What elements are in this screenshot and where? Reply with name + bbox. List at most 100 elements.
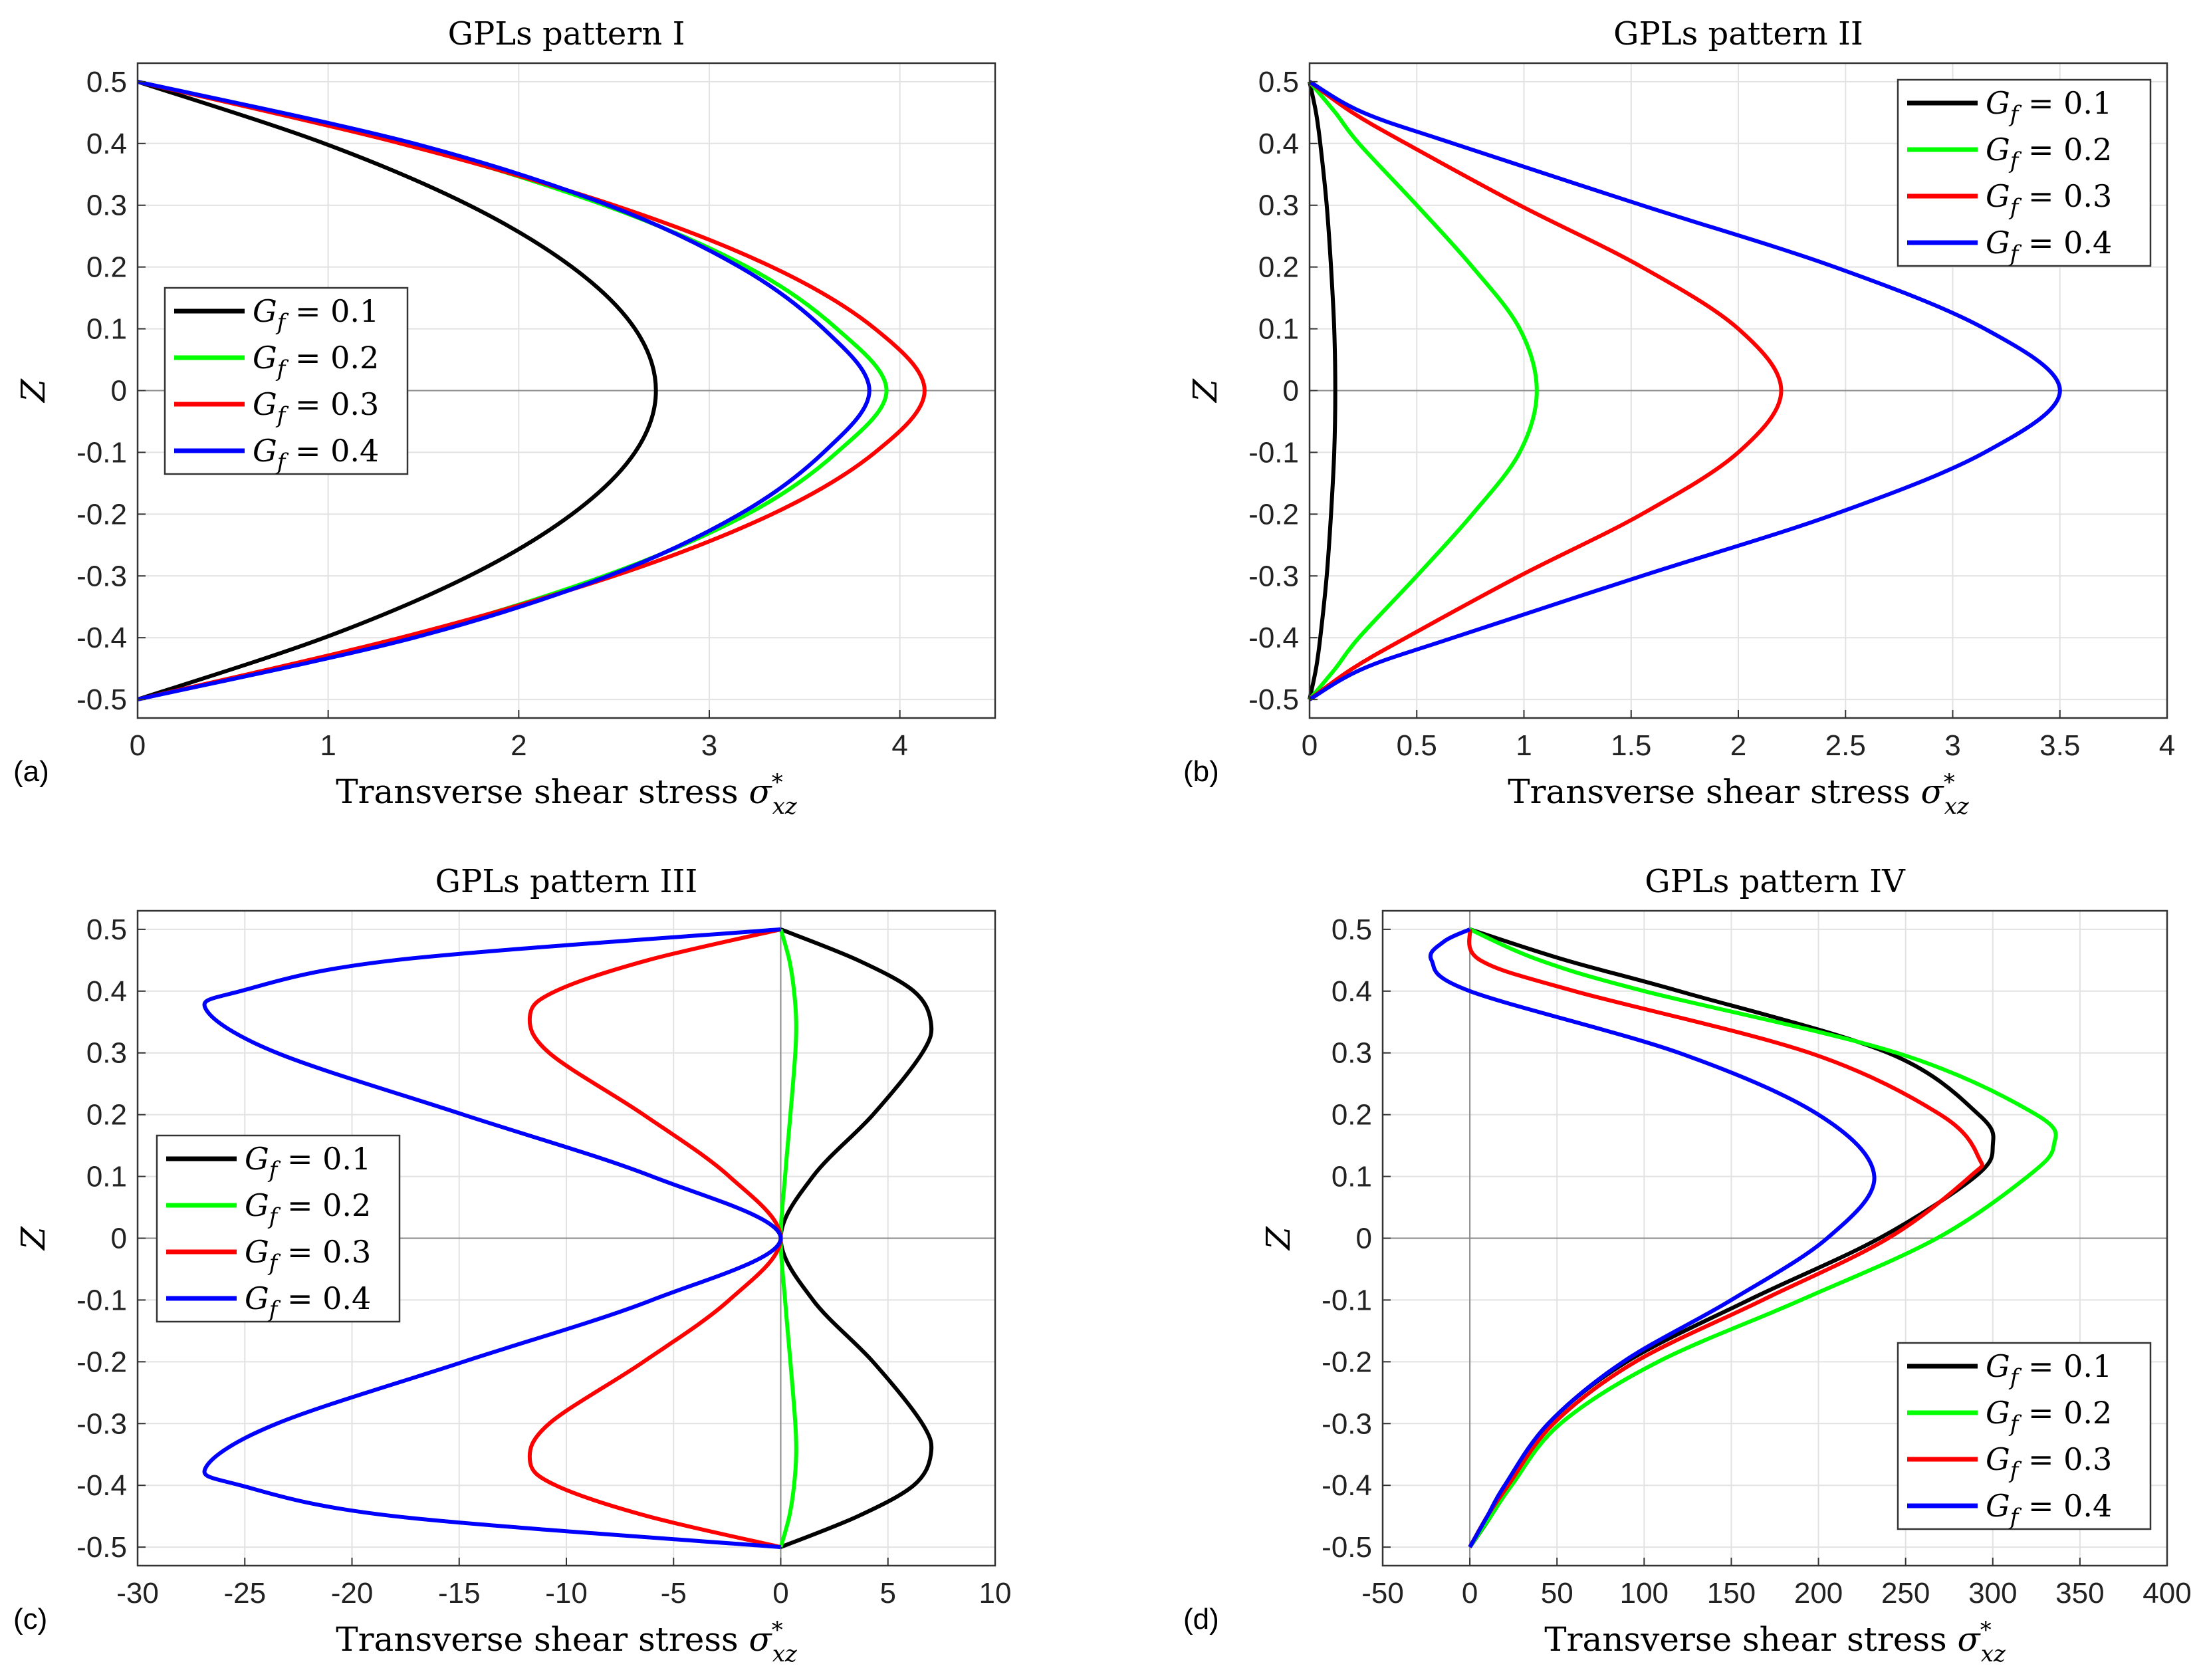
y-tick-label: 0.3 — [86, 1037, 127, 1070]
legend-box — [164, 287, 409, 475]
legend-entry-symbol: G — [1986, 225, 2010, 261]
y-tick-label: -0.5 — [76, 1531, 127, 1564]
panel-c: -30 -25 -20 -15 -10 -5 0 5 10 -0.5 -0.4 -0.3 -0.2 -0.… — [13, 863, 1011, 1667]
y-tick-label: 0.4 — [86, 128, 127, 160]
x-axis-label-symbol: σ — [1958, 1620, 1982, 1659]
legend-entry-3: Gf = 0.3 — [1986, 1441, 2112, 1484]
legend-entry-value: = 0.3 — [2018, 1441, 2112, 1477]
x-tick-label: 3 — [1944, 729, 1960, 762]
x-axis-label-sup: * — [772, 1617, 783, 1643]
panel-label: (d) — [1183, 1603, 1219, 1635]
y-tick-label: 0.3 — [86, 189, 127, 222]
x-tick-label: 3 — [701, 729, 717, 762]
chart-title: GPLs pattern II — [1613, 15, 1863, 53]
legend-entry-value: = 0.3 — [2018, 178, 2112, 214]
series-line-3 — [1308, 80, 1784, 701]
x-axis-label-sup: * — [1980, 1617, 1992, 1643]
y-tick-label: -0.2 — [76, 1346, 127, 1378]
legend-entry-4: Gf = 0.4 — [253, 433, 379, 475]
x-axis-label-text: Transverse shear stress — [336, 773, 749, 811]
y-tick-label: 0.2 — [1258, 251, 1299, 284]
series-line-3 — [1467, 928, 1984, 1548]
x-tick-label: -15 — [438, 1577, 481, 1610]
legend-entry-3: Gf = 0.3 — [245, 1234, 371, 1276]
y-tick-label: 0.3 — [1258, 189, 1299, 222]
y-tick-label: -0.5 — [1322, 1531, 1372, 1564]
legend-entry-symbol: G — [253, 433, 277, 469]
x-axis-label: Transverse shear stress σ* xz — [1544, 1617, 2006, 1667]
x-tick-label: 3.5 — [2039, 729, 2080, 762]
y-tick-label: 0.5 — [86, 66, 127, 98]
legend-entry-2: Gf = 0.2 — [1986, 132, 2112, 174]
y-tick-label: -0.4 — [1322, 1469, 1372, 1502]
legend-entry-symbol: G — [253, 340, 277, 376]
y-tick-label: 0.2 — [86, 251, 127, 284]
y-tick-label: 0 — [1283, 375, 1299, 408]
legend-entry-value: = 0.4 — [277, 1280, 371, 1316]
x-tick-label: 0.5 — [1397, 729, 1437, 762]
panel-b: 0 0.5 1 1.5 2 2.5 3 3.5 4 -0.5 -0.4 -0.3 -0.2 -0.1 0 0.… — [1183, 15, 2175, 820]
legend-entry-symbol: G — [1986, 85, 2010, 121]
y-tick-label: 0.1 — [1258, 313, 1299, 346]
x-axis-label-sup: * — [772, 769, 783, 796]
panel-d: -50 0 50 100 150 200 250 300 350 400 -0.5 -0.4 -0.3 -… — [1183, 863, 2192, 1667]
legend-entry-symbol: G — [1986, 132, 2010, 168]
legend-entry-symbol: G — [1986, 1395, 2010, 1431]
y-tick-label: -0.3 — [76, 1407, 127, 1440]
y-tick-label: -0.3 — [1322, 1407, 1372, 1440]
x-axis-label: Transverse shear stress σ* xz — [336, 769, 798, 820]
y-tick-label: -0.4 — [76, 622, 127, 654]
legend-entry-symbol: G — [1986, 1441, 2010, 1477]
x-tick-label: 1 — [320, 729, 336, 762]
legend-entry-value: = 0.2 — [285, 340, 379, 376]
legend-entry-value: = 0.1 — [277, 1141, 371, 1177]
x-tick-label: -10 — [545, 1577, 588, 1610]
x-tick-label: 100 — [1620, 1577, 1669, 1610]
panel-a: 0 1 2 3 4 -0.5 -0.4 -0.3 -0.2 -0.1 0 0.1 0.2 0.3 0.4 0.… — [13, 15, 996, 820]
y-tick-label: -0.3 — [76, 560, 127, 592]
x-tick-label: 250 — [1881, 1577, 1930, 1610]
y-tick-label: -0.1 — [76, 436, 127, 469]
series-line-1 — [137, 80, 658, 701]
x-tick-label: -25 — [223, 1577, 266, 1610]
legend: Gf = 0.1Gf = 0.2Gf = 0.3Gf = 0.4 — [164, 287, 409, 475]
x-tick-label: 350 — [2055, 1577, 2104, 1610]
x-axis-label-sub: xz — [772, 793, 798, 820]
x-tick-label: 4 — [2159, 729, 2175, 762]
legend-entry-value: = 0.1 — [285, 293, 379, 329]
series-line-4 — [1308, 80, 2062, 701]
x-tick-label: 0 — [772, 1577, 788, 1610]
x-axis-label-symbol: σ — [749, 773, 773, 811]
legend: Gf = 0.1Gf = 0.2Gf = 0.3Gf = 0.4 — [1897, 78, 2152, 267]
x-tick-label: 1.5 — [1611, 729, 1651, 762]
legend-entry-4: Gf = 0.4 — [245, 1280, 371, 1323]
x-axis-label-sub: xz — [772, 1641, 798, 1667]
y-tick-label: 0.1 — [86, 1161, 127, 1193]
x-tick-label: 300 — [1968, 1577, 2017, 1610]
y-axis-label: Z — [14, 1226, 53, 1251]
y-tick-label: 0 — [111, 375, 127, 408]
legend-entry-value: = 0.1 — [2018, 1348, 2112, 1384]
y-tick-label: -0.3 — [1248, 560, 1299, 592]
x-tick-label: -5 — [661, 1577, 687, 1610]
legend-entry-symbol: G — [1986, 1488, 2010, 1524]
series-line-3 — [137, 79, 927, 702]
x-axis-label-text: Transverse shear stress — [336, 1620, 749, 1659]
y-tick-label: 0.3 — [1331, 1037, 1372, 1070]
y-tick-label: 0.1 — [86, 313, 127, 346]
y-tick-label: -0.2 — [76, 498, 127, 531]
x-tick-label: 200 — [1794, 1577, 1843, 1610]
legend-entry-value: = 0.4 — [2018, 1488, 2112, 1524]
y-tick-label: -0.5 — [76, 683, 127, 716]
y-tick-label: -0.1 — [1248, 436, 1299, 469]
legend-entry-3: Gf = 0.3 — [1986, 178, 2112, 221]
panel-label: (c) — [13, 1603, 47, 1635]
x-tick-label: -30 — [116, 1577, 159, 1610]
legend-entry-value: = 0.2 — [2018, 132, 2112, 168]
chart-title: GPLs pattern I — [448, 15, 685, 53]
x-axis-label: Transverse shear stress σ* xz — [336, 1617, 798, 1667]
x-tick-label: -50 — [1361, 1577, 1404, 1610]
legend: Gf = 0.1Gf = 0.2Gf = 0.3Gf = 0.4 — [156, 1134, 401, 1323]
y-tick-label: 0.5 — [1331, 913, 1372, 946]
